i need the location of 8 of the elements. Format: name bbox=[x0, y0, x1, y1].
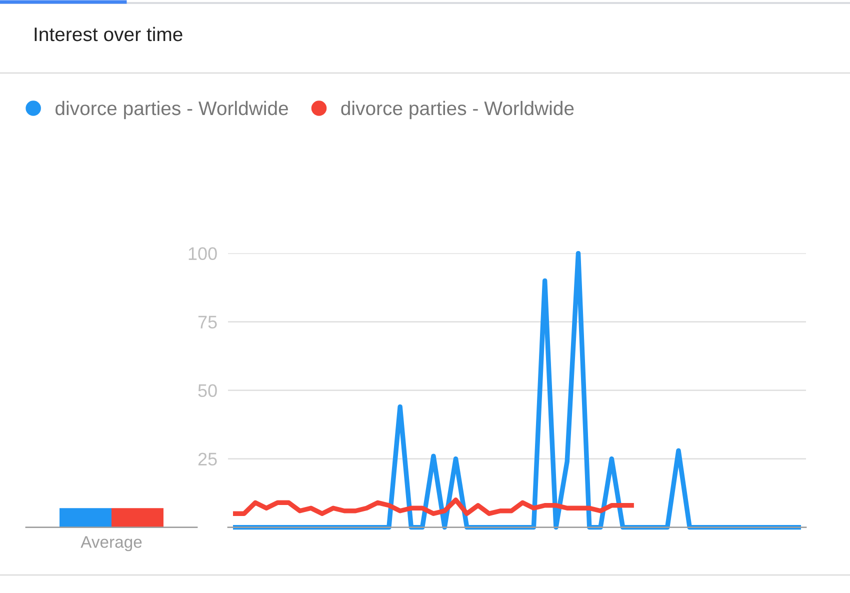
chart-title: Interest over time bbox=[34, 26, 182, 42]
y-tick-label: 50 bbox=[198, 384, 217, 398]
y-tick-label: 25 bbox=[198, 452, 217, 466]
legend-label: divorce parties - Worldwide bbox=[341, 100, 574, 120]
y-tick-label: 100 bbox=[188, 247, 217, 260]
legend-label: divorce parties - Worldwide bbox=[56, 100, 288, 120]
y-tick-label: 75 bbox=[198, 316, 217, 329]
x-tick-label: Average bbox=[80, 536, 142, 552]
